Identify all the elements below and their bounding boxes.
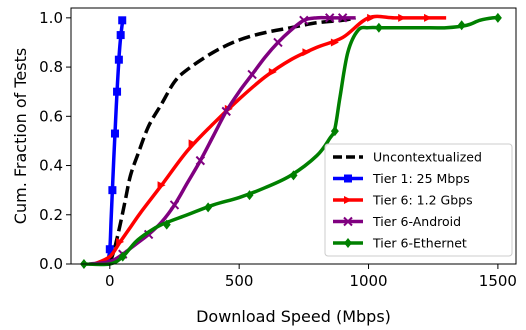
axes: 0 500 1000 1500 0.0 0.2 0.4 0.6 0.8 1.0 <box>39 9 517 290</box>
marker-square <box>344 174 352 183</box>
marker-diamond <box>162 219 171 230</box>
y-tick-label: 0.2 <box>39 206 63 224</box>
marker-x <box>299 15 309 26</box>
y-tick-label: 0.0 <box>39 255 63 273</box>
marker-x <box>247 69 257 80</box>
x-axis-label: Download Speed (Mbps) <box>196 307 391 326</box>
series-line <box>83 15 501 267</box>
marker-diamond <box>330 126 339 137</box>
marker-x <box>221 106 231 117</box>
marker-triangle <box>268 68 277 76</box>
x-tick-label: 1500 <box>479 272 517 290</box>
marker-triangle <box>116 237 125 246</box>
marker-square <box>108 186 117 195</box>
legend-item-uncontextualized: Uncontextualized <box>333 150 482 165</box>
y-tick-label: 0.6 <box>39 107 63 125</box>
plot-area <box>79 12 502 269</box>
x-tick-label: 0 <box>105 272 115 290</box>
series-tier-6-1-2-gbps <box>93 13 447 266</box>
marker-square <box>110 129 119 138</box>
marker-triangle <box>188 139 197 148</box>
y-tick-label: 0.4 <box>39 157 63 175</box>
series-line <box>105 20 125 265</box>
x-tick-label: 500 <box>225 272 254 290</box>
marker-diamond <box>245 190 254 201</box>
legend-item-tier-6-1-2-gbps: Tier 6: 1.2 Gbps <box>333 193 473 208</box>
marker-square <box>105 245 114 254</box>
legend-label: Tier 6: 1.2 Gbps <box>372 193 473 208</box>
marker-x <box>325 13 335 23</box>
legend-label: Uncontextualized <box>373 150 482 165</box>
marker-triangle <box>330 38 339 47</box>
legend-label: Tier 1: 25 Mbps <box>372 171 470 186</box>
marker-triangle <box>344 196 352 204</box>
marker-triangle <box>157 181 166 190</box>
series-tier-1-25-mbps <box>105 16 127 265</box>
legend-item-tier-6-ethernet: Tier 6-Ethernet <box>333 236 467 251</box>
marker-diamond <box>374 22 383 33</box>
marker-square <box>116 31 125 40</box>
marker-square <box>113 87 122 96</box>
x-tick-label: 1000 <box>349 272 387 290</box>
y-tick-label: 0.8 <box>39 58 63 76</box>
marker-x <box>273 37 283 48</box>
legend-box <box>324 143 513 257</box>
y-tick-label: 1.0 <box>39 9 63 27</box>
marker-square <box>118 16 127 25</box>
marker-diamond <box>289 170 298 181</box>
series-line <box>108 16 356 265</box>
series-tier-6-ethernet <box>79 12 502 269</box>
marker-triangle <box>424 13 433 22</box>
marker-triangle <box>302 48 311 57</box>
marker-x <box>195 155 206 166</box>
legend-label: Tier 6-Android <box>372 214 461 229</box>
legend-item-tier-1-25-mbps: Tier 1: 25 Mbps <box>333 171 470 186</box>
legend: Uncontextualized Tier 1: 25 Mbps Tier 6: 1… <box>324 143 513 257</box>
plot-frame <box>70 7 517 265</box>
marker-diamond <box>118 251 127 262</box>
marker-x <box>343 216 353 227</box>
marker-x <box>337 13 348 23</box>
marker-square <box>114 55 123 64</box>
marker-x <box>169 200 180 210</box>
marker-diamond <box>204 202 213 213</box>
series-line <box>93 14 447 266</box>
marker-diamond <box>344 238 352 248</box>
y-axis-label: Cum. Fraction of Tests <box>11 48 30 224</box>
marker-triangle <box>367 13 376 22</box>
legend-label: Tier 6-Ethernet <box>372 236 467 251</box>
marker-diamond <box>457 20 466 31</box>
legend-item-tier-6-android: Tier 6-Android <box>333 214 461 229</box>
marker-diamond <box>493 12 502 23</box>
marker-triangle <box>398 13 407 22</box>
series-uncontextualized <box>108 16 356 265</box>
